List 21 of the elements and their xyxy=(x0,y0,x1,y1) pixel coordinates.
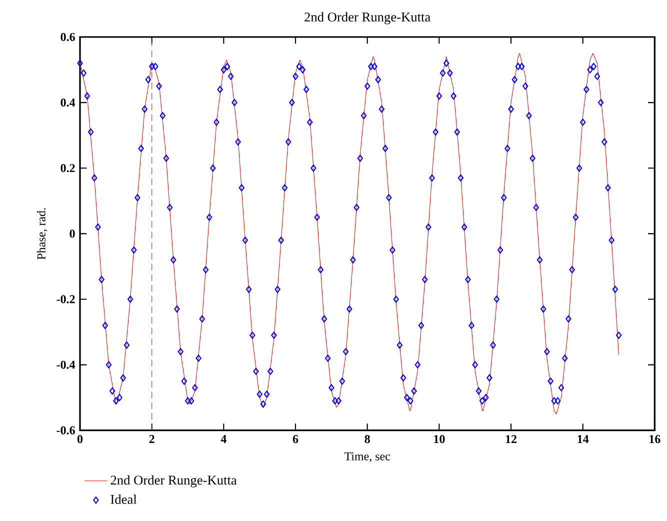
y-tick-label: 0.2 xyxy=(60,164,75,172)
y-axis-title: Phase, rad. xyxy=(36,208,48,260)
y-tick-label: 0.4 xyxy=(60,98,76,107)
x-tick-label: 8 xyxy=(364,435,370,444)
legend-label: 2nd Order Runge-Kutta xyxy=(110,475,237,488)
y-tick-label: -0.6 xyxy=(56,426,75,434)
x-tick-label: 6 xyxy=(292,435,298,444)
y-tick-label: 0 xyxy=(70,230,75,238)
x-axis-title: Time, sec xyxy=(344,452,390,462)
legend-label: Ideal xyxy=(110,494,137,504)
chart-title: 2nd Order Runge-Kutta xyxy=(304,12,430,24)
x-tick-label: 10 xyxy=(434,435,445,444)
y-tick-label: -0.4 xyxy=(56,360,76,369)
x-tick-label: 2 xyxy=(149,435,154,443)
x-tick-label: 0 xyxy=(77,435,83,444)
y-tick-label: 0.6 xyxy=(60,32,75,42)
x-tick-label: 12 xyxy=(506,435,516,443)
y-tick-label: -0.2 xyxy=(56,295,75,304)
x-tick-label: 14 xyxy=(578,435,589,443)
x-tick-label: 4 xyxy=(220,435,226,443)
x-tick-label: 16 xyxy=(650,435,660,444)
